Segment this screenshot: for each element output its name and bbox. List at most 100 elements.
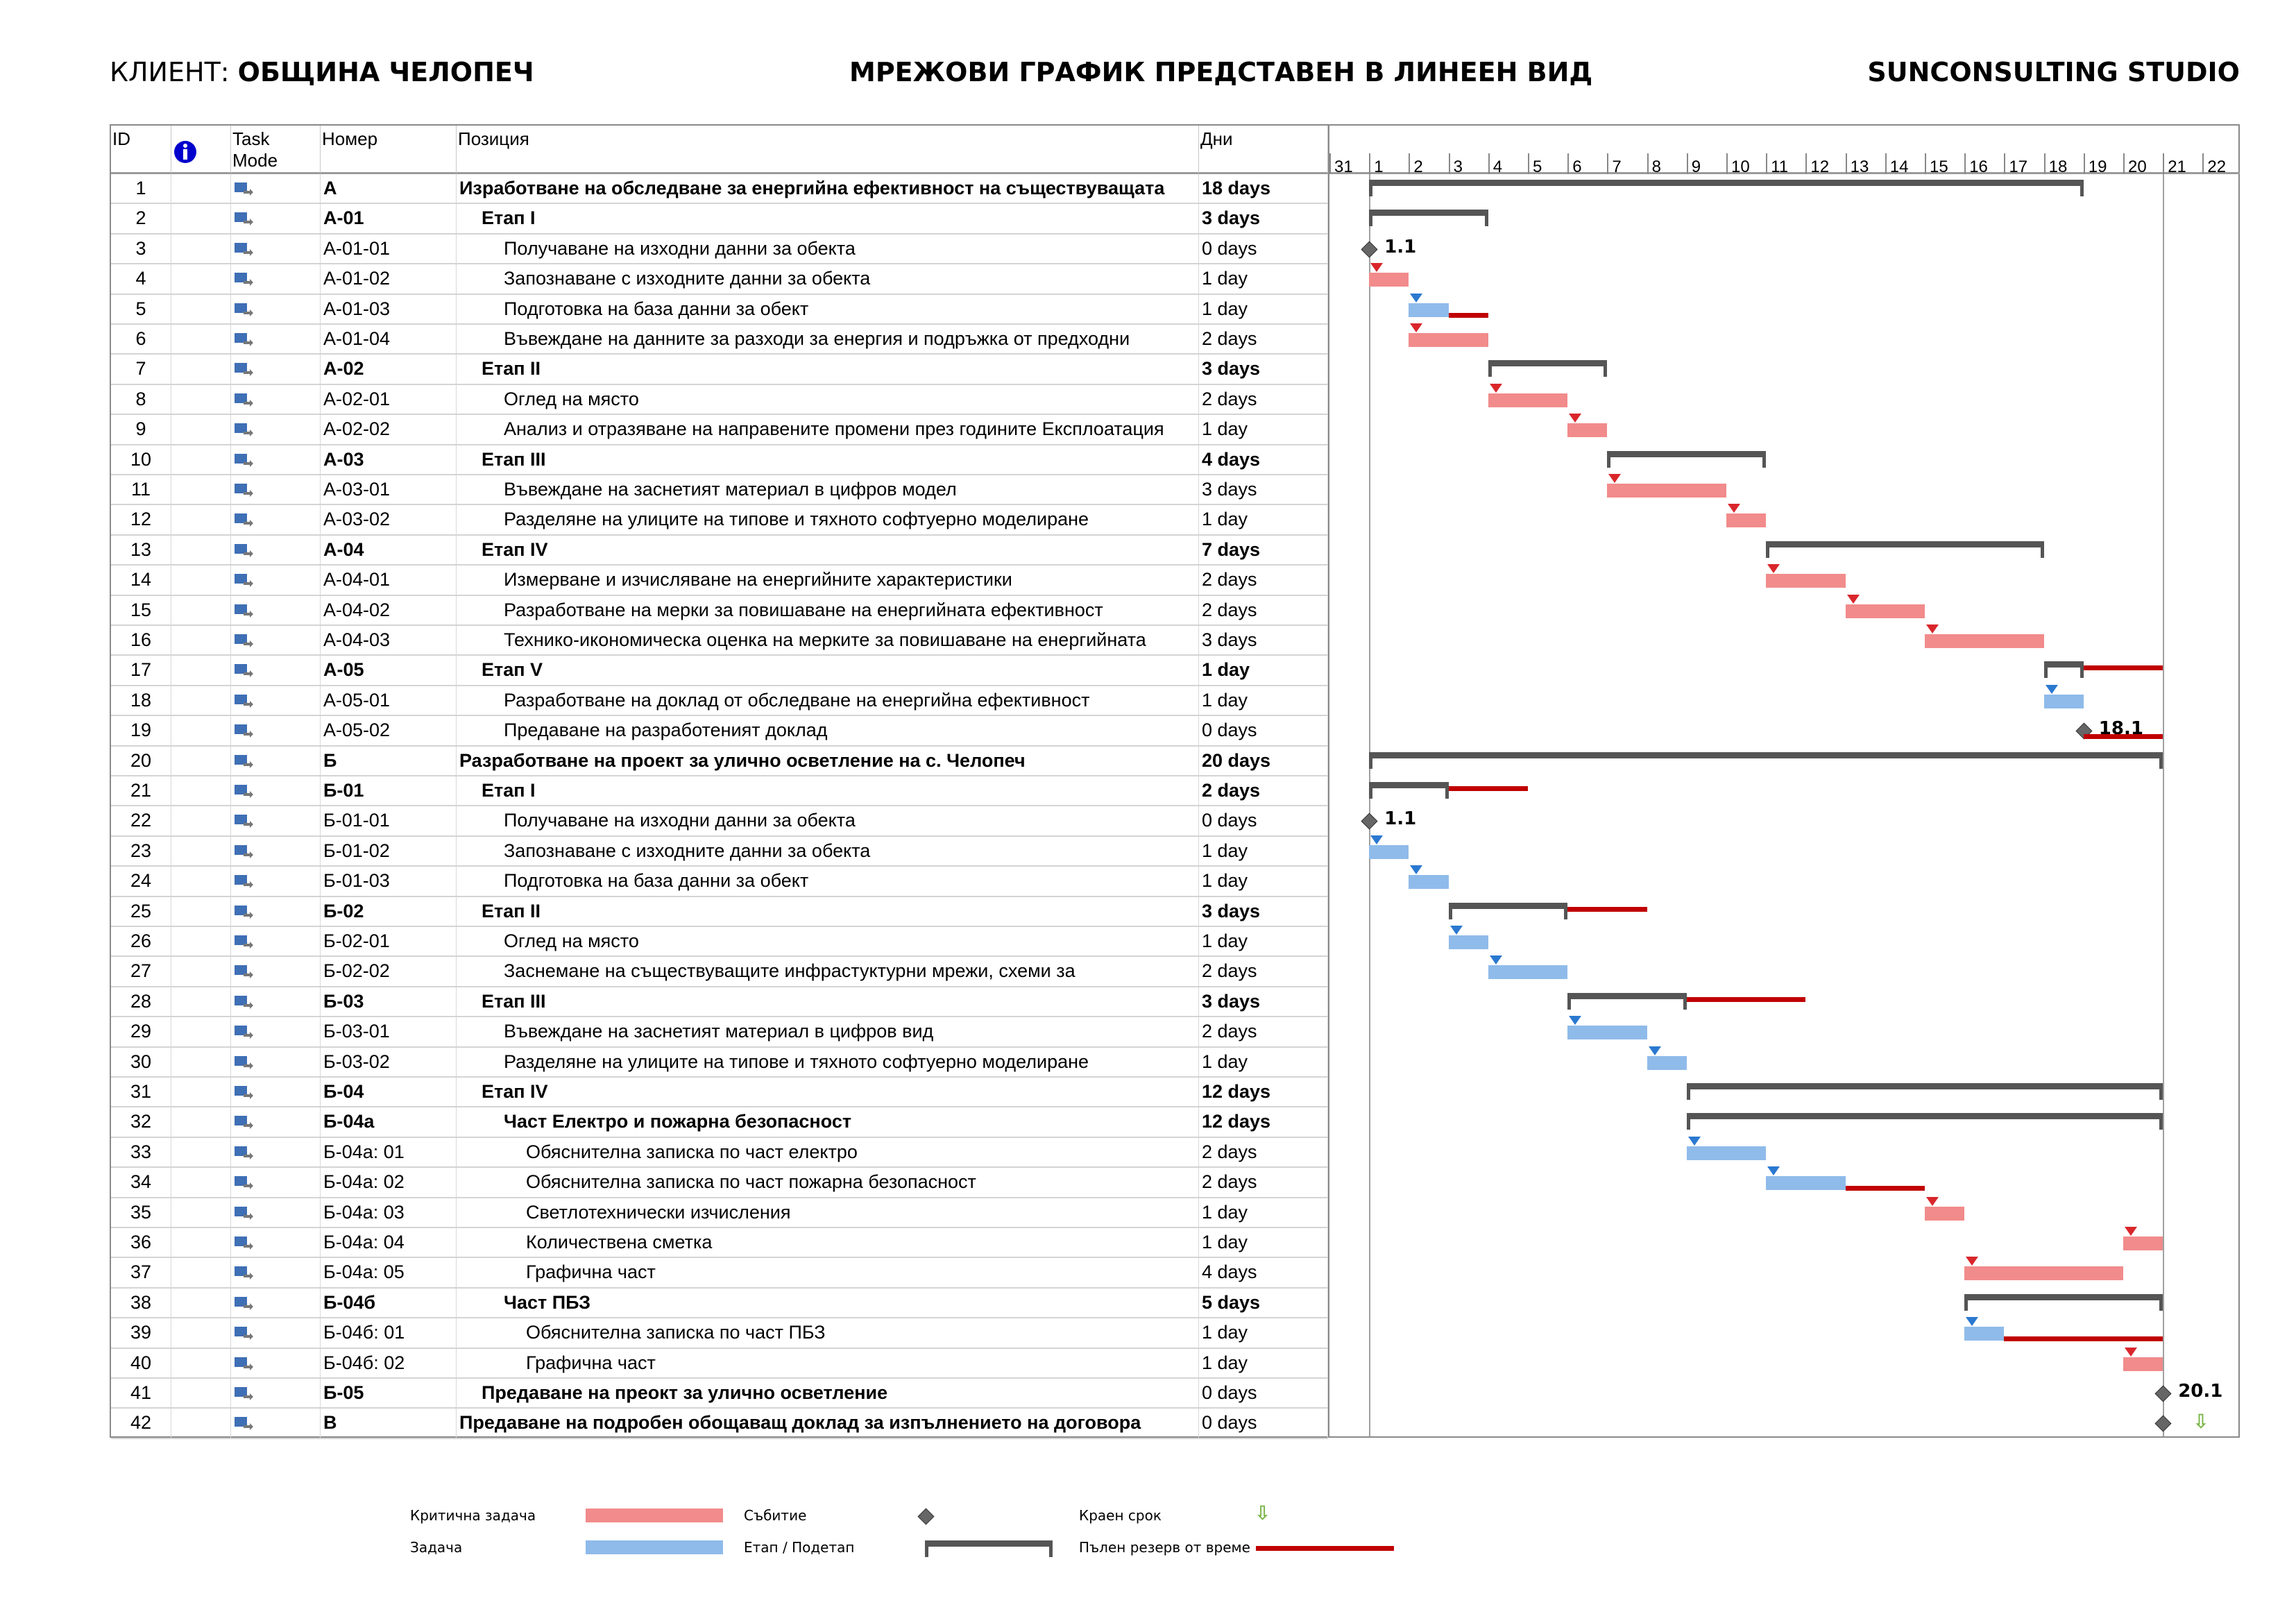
task-mode-cell[interactable] xyxy=(231,836,321,866)
task-name[interactable]: Част Електро и пожарна безопасност xyxy=(457,1107,1199,1137)
task-mode-cell[interactable] xyxy=(231,746,321,775)
critical-task-bar[interactable] xyxy=(1409,333,1488,347)
task-name[interactable]: Разделяне на улиците на типове и тяхното… xyxy=(457,505,1199,534)
task-name[interactable]: Предаване на преокт за улично осветление xyxy=(457,1379,1199,1408)
task-mode-cell[interactable] xyxy=(231,867,321,896)
task-name[interactable]: Технико-икономическа оценка на мерките з… xyxy=(457,626,1199,655)
table-row[interactable]: 23 Б-01-02 Запознаване с изходните данни з… xyxy=(111,836,1328,867)
critical-task-bar[interactable] xyxy=(1925,634,2044,648)
task-name[interactable]: Въвеждане на заснетият материал в цифров… xyxy=(457,1017,1199,1046)
table-row[interactable]: 8 А-02-01 Оглед на място 2 days xyxy=(111,384,1328,416)
table-row[interactable]: 6 А-01-04 Въвеждане на данните за разходи … xyxy=(111,325,1328,355)
summary-bar[interactable] xyxy=(1369,210,1488,227)
task-bar[interactable] xyxy=(1686,1146,1767,1160)
task-name[interactable]: Графична част xyxy=(457,1348,1199,1377)
table-row[interactable]: 12 А-03-02 Разделяне на улиците на типове … xyxy=(111,505,1328,536)
task-mode-cell[interactable] xyxy=(231,505,321,534)
milestone-diamond-icon[interactable] xyxy=(2154,1415,2172,1432)
table-row[interactable]: 26 Б-02-01 Оглед на място 1 day xyxy=(111,927,1328,958)
task-mode-cell[interactable] xyxy=(231,626,321,655)
task-bar[interactable] xyxy=(1409,875,1449,890)
task-name[interactable]: Етап IV xyxy=(457,535,1199,565)
column-header-task-mode[interactable]: Task Mode xyxy=(231,126,321,174)
task-name[interactable]: Анализ и отразяване на направените проме… xyxy=(457,415,1199,444)
table-row[interactable]: 22 Б-01-01 Получаване на изходни данни за … xyxy=(111,806,1328,837)
critical-task-bar[interactable] xyxy=(1726,513,1767,528)
summary-bar[interactable] xyxy=(1369,782,1449,799)
task-name[interactable]: Подготовка на база данни за обект xyxy=(457,867,1199,896)
summary-bar[interactable] xyxy=(1448,902,1568,919)
task-name[interactable]: Въвеждане на заснетият материал в цифров… xyxy=(457,475,1199,504)
task-bar[interactable] xyxy=(1369,844,1409,859)
task-mode-cell[interactable] xyxy=(231,1017,321,1046)
table-row[interactable]: 3 А-01-01 Получаване на изходни данни за о… xyxy=(111,234,1328,265)
column-header-indicators[interactable] xyxy=(171,126,231,174)
task-mode-cell[interactable] xyxy=(231,1137,321,1167)
task-name[interactable]: Разделяне на улиците на типове и тяхното… xyxy=(457,1047,1199,1076)
table-row[interactable]: 37 Б-04а: 05 Графична част 4 days xyxy=(111,1258,1328,1289)
column-header-id[interactable]: ID xyxy=(111,126,171,174)
task-name[interactable]: Етап III xyxy=(457,987,1199,1017)
task-mode-cell[interactable] xyxy=(231,1078,321,1107)
task-bar[interactable] xyxy=(1964,1327,2005,1341)
task-bar[interactable] xyxy=(1448,935,1488,949)
task-name[interactable]: Оглед на място xyxy=(457,927,1199,956)
milestone-diamond-icon[interactable] xyxy=(1361,813,1378,830)
task-name[interactable]: Светлотехнически изчисления xyxy=(457,1198,1199,1227)
task-name[interactable]: Етап II xyxy=(457,355,1199,384)
critical-task-bar[interactable] xyxy=(1607,484,1726,498)
critical-task-bar[interactable] xyxy=(1964,1266,2123,1281)
summary-bar[interactable] xyxy=(1567,992,1687,1010)
summary-bar[interactable] xyxy=(1766,541,2044,558)
table-row[interactable]: 40 Б-04б: 02 Графична част 1 day xyxy=(111,1348,1328,1379)
critical-task-bar[interactable] xyxy=(1567,423,1608,438)
task-bar[interactable] xyxy=(1766,1176,1846,1191)
task-mode-cell[interactable] xyxy=(231,294,321,323)
critical-task-bar[interactable] xyxy=(1925,1206,1965,1221)
task-name[interactable]: Запознаване с изходните данни за обекта xyxy=(457,264,1199,294)
task-mode-cell[interactable] xyxy=(231,776,321,806)
task-mode-cell[interactable] xyxy=(231,174,321,203)
task-mode-cell[interactable] xyxy=(231,595,321,624)
table-row[interactable]: 25 Б-02 Етап II 3 days xyxy=(111,897,1328,927)
table-row[interactable]: 11 А-03-01 Въвеждане на заснетият материал… xyxy=(111,475,1328,506)
table-row[interactable]: 18 А-05-01 Разработване на доклад от обсле… xyxy=(111,686,1328,717)
task-mode-cell[interactable] xyxy=(231,475,321,504)
critical-task-bar[interactable] xyxy=(1369,273,1409,287)
task-mode-cell[interactable] xyxy=(231,566,321,595)
task-name[interactable]: Етап III xyxy=(457,445,1199,474)
task-name[interactable]: Оглед на място xyxy=(457,384,1199,414)
task-mode-cell[interactable] xyxy=(231,656,321,685)
task-mode-cell[interactable] xyxy=(231,1168,321,1197)
table-row[interactable]: 20 Б Разработване на проект за улично осве… xyxy=(111,746,1328,776)
task-name[interactable]: Обяснителна записка по част пожарна безо… xyxy=(457,1168,1199,1197)
task-mode-cell[interactable] xyxy=(231,1318,321,1348)
task-mode-cell[interactable] xyxy=(231,686,321,715)
table-row[interactable]: 5 А-01-03 Подготовка на база данни за обек… xyxy=(111,294,1328,325)
task-mode-cell[interactable] xyxy=(231,897,321,926)
summary-bar[interactable] xyxy=(1488,360,1608,377)
task-mode-cell[interactable] xyxy=(231,1107,321,1137)
task-mode-cell[interactable] xyxy=(231,1348,321,1377)
task-mode-cell[interactable] xyxy=(231,1047,321,1076)
table-row[interactable]: 24 Б-01-03 Подготовка на база данни за обе… xyxy=(111,867,1328,897)
table-row[interactable]: 1 А Изработване на обследване за енергийна… xyxy=(111,174,1328,205)
task-name[interactable]: Разработване на доклад от обследване на … xyxy=(457,686,1199,715)
table-row[interactable]: 19 А-05-02 Предаване на разработеният докл… xyxy=(111,716,1328,747)
column-header-days[interactable]: Дни xyxy=(1199,126,1328,174)
task-name[interactable]: Изработване на обследване за енергийна е… xyxy=(457,174,1199,203)
task-mode-cell[interactable] xyxy=(231,415,321,444)
task-name[interactable]: Графична част xyxy=(457,1258,1199,1287)
task-name[interactable]: Етап II xyxy=(457,897,1199,926)
task-name[interactable]: Предаване на подробен обощаващ доклад за… xyxy=(457,1409,1199,1438)
task-mode-cell[interactable] xyxy=(231,927,321,956)
table-row[interactable]: 16 А-04-03 Технико-икономическа оценка на … xyxy=(111,626,1328,656)
table-row[interactable]: 34 Б-04а: 02 Обяснителна записка по част п… xyxy=(111,1168,1328,1198)
table-row[interactable]: 38 Б-04б Част ПБЗ 5 days xyxy=(111,1288,1328,1319)
summary-bar[interactable] xyxy=(1686,1083,2163,1100)
critical-task-bar[interactable] xyxy=(1845,604,1925,618)
table-row[interactable]: 9 А-02-02 Анализ и отразяване на направени… xyxy=(111,415,1328,445)
table-row[interactable]: 42 В Предаване на подробен обощаващ доклад… xyxy=(111,1409,1328,1439)
task-mode-cell[interactable] xyxy=(231,1409,321,1438)
